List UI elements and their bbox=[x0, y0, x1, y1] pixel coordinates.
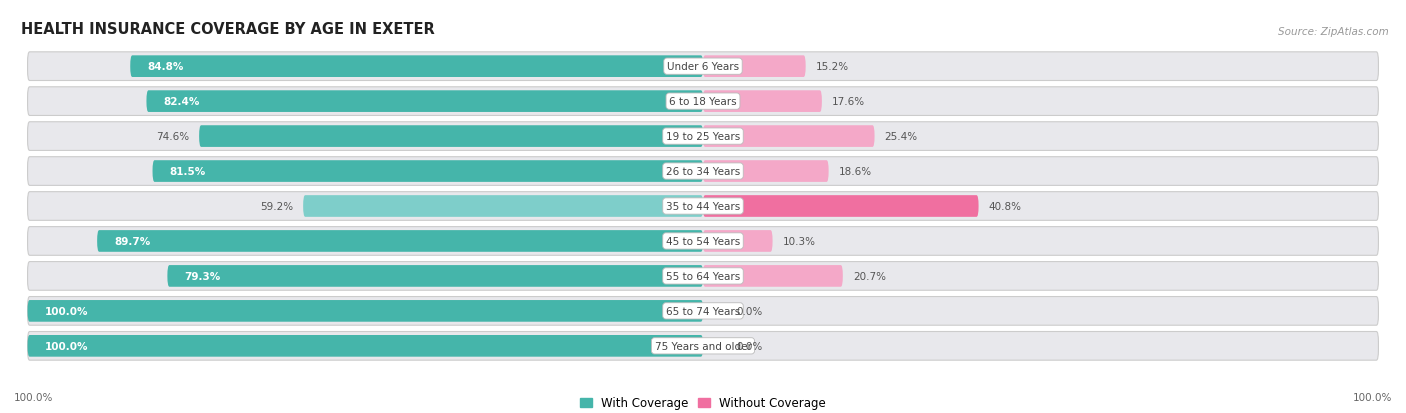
Text: 35 to 44 Years: 35 to 44 Years bbox=[666, 202, 740, 211]
Text: 74.6%: 74.6% bbox=[156, 132, 188, 142]
FancyBboxPatch shape bbox=[703, 56, 806, 78]
FancyBboxPatch shape bbox=[152, 161, 703, 183]
Text: Source: ZipAtlas.com: Source: ZipAtlas.com bbox=[1278, 27, 1389, 37]
Text: 17.6%: 17.6% bbox=[832, 97, 865, 107]
FancyBboxPatch shape bbox=[28, 227, 1378, 256]
Text: 45 to 54 Years: 45 to 54 Years bbox=[666, 236, 740, 247]
FancyBboxPatch shape bbox=[28, 262, 1378, 291]
Text: 100.0%: 100.0% bbox=[45, 341, 89, 351]
Legend: With Coverage, Without Coverage: With Coverage, Without Coverage bbox=[575, 392, 831, 413]
Text: 100.0%: 100.0% bbox=[1353, 392, 1392, 402]
FancyBboxPatch shape bbox=[28, 157, 1378, 186]
Text: 18.6%: 18.6% bbox=[839, 166, 872, 177]
FancyBboxPatch shape bbox=[703, 196, 979, 217]
Text: 79.3%: 79.3% bbox=[184, 271, 221, 281]
Text: 89.7%: 89.7% bbox=[114, 236, 150, 247]
FancyBboxPatch shape bbox=[703, 91, 823, 113]
FancyBboxPatch shape bbox=[28, 192, 1378, 221]
Text: 59.2%: 59.2% bbox=[260, 202, 292, 211]
Text: 19 to 25 Years: 19 to 25 Years bbox=[666, 132, 740, 142]
FancyBboxPatch shape bbox=[28, 88, 1378, 116]
FancyBboxPatch shape bbox=[28, 300, 703, 322]
Text: 20.7%: 20.7% bbox=[853, 271, 886, 281]
Text: 82.4%: 82.4% bbox=[163, 97, 200, 107]
Text: 6 to 18 Years: 6 to 18 Years bbox=[669, 97, 737, 107]
FancyBboxPatch shape bbox=[304, 196, 703, 217]
Text: 75 Years and older: 75 Years and older bbox=[655, 341, 751, 351]
FancyBboxPatch shape bbox=[28, 335, 703, 357]
Text: 100.0%: 100.0% bbox=[45, 306, 89, 316]
FancyBboxPatch shape bbox=[28, 297, 1378, 325]
FancyBboxPatch shape bbox=[703, 266, 842, 287]
Text: 40.8%: 40.8% bbox=[988, 202, 1022, 211]
FancyBboxPatch shape bbox=[167, 266, 703, 287]
Text: 25.4%: 25.4% bbox=[884, 132, 918, 142]
Text: Under 6 Years: Under 6 Years bbox=[666, 62, 740, 72]
FancyBboxPatch shape bbox=[703, 126, 875, 147]
FancyBboxPatch shape bbox=[97, 230, 703, 252]
Text: 0.0%: 0.0% bbox=[737, 306, 763, 316]
Text: 10.3%: 10.3% bbox=[783, 236, 815, 247]
Text: 100.0%: 100.0% bbox=[14, 392, 53, 402]
FancyBboxPatch shape bbox=[28, 332, 1378, 360]
Text: 0.0%: 0.0% bbox=[737, 341, 763, 351]
FancyBboxPatch shape bbox=[131, 56, 703, 78]
FancyBboxPatch shape bbox=[200, 126, 703, 147]
Text: 65 to 74 Years: 65 to 74 Years bbox=[666, 306, 740, 316]
Text: HEALTH INSURANCE COVERAGE BY AGE IN EXETER: HEALTH INSURANCE COVERAGE BY AGE IN EXET… bbox=[21, 22, 434, 37]
Text: 81.5%: 81.5% bbox=[169, 166, 205, 177]
Text: 55 to 64 Years: 55 to 64 Years bbox=[666, 271, 740, 281]
Text: 84.8%: 84.8% bbox=[148, 62, 184, 72]
FancyBboxPatch shape bbox=[146, 91, 703, 113]
FancyBboxPatch shape bbox=[28, 122, 1378, 151]
FancyBboxPatch shape bbox=[703, 161, 828, 183]
FancyBboxPatch shape bbox=[28, 53, 1378, 81]
Text: 15.2%: 15.2% bbox=[815, 62, 849, 72]
Text: 26 to 34 Years: 26 to 34 Years bbox=[666, 166, 740, 177]
FancyBboxPatch shape bbox=[703, 230, 772, 252]
